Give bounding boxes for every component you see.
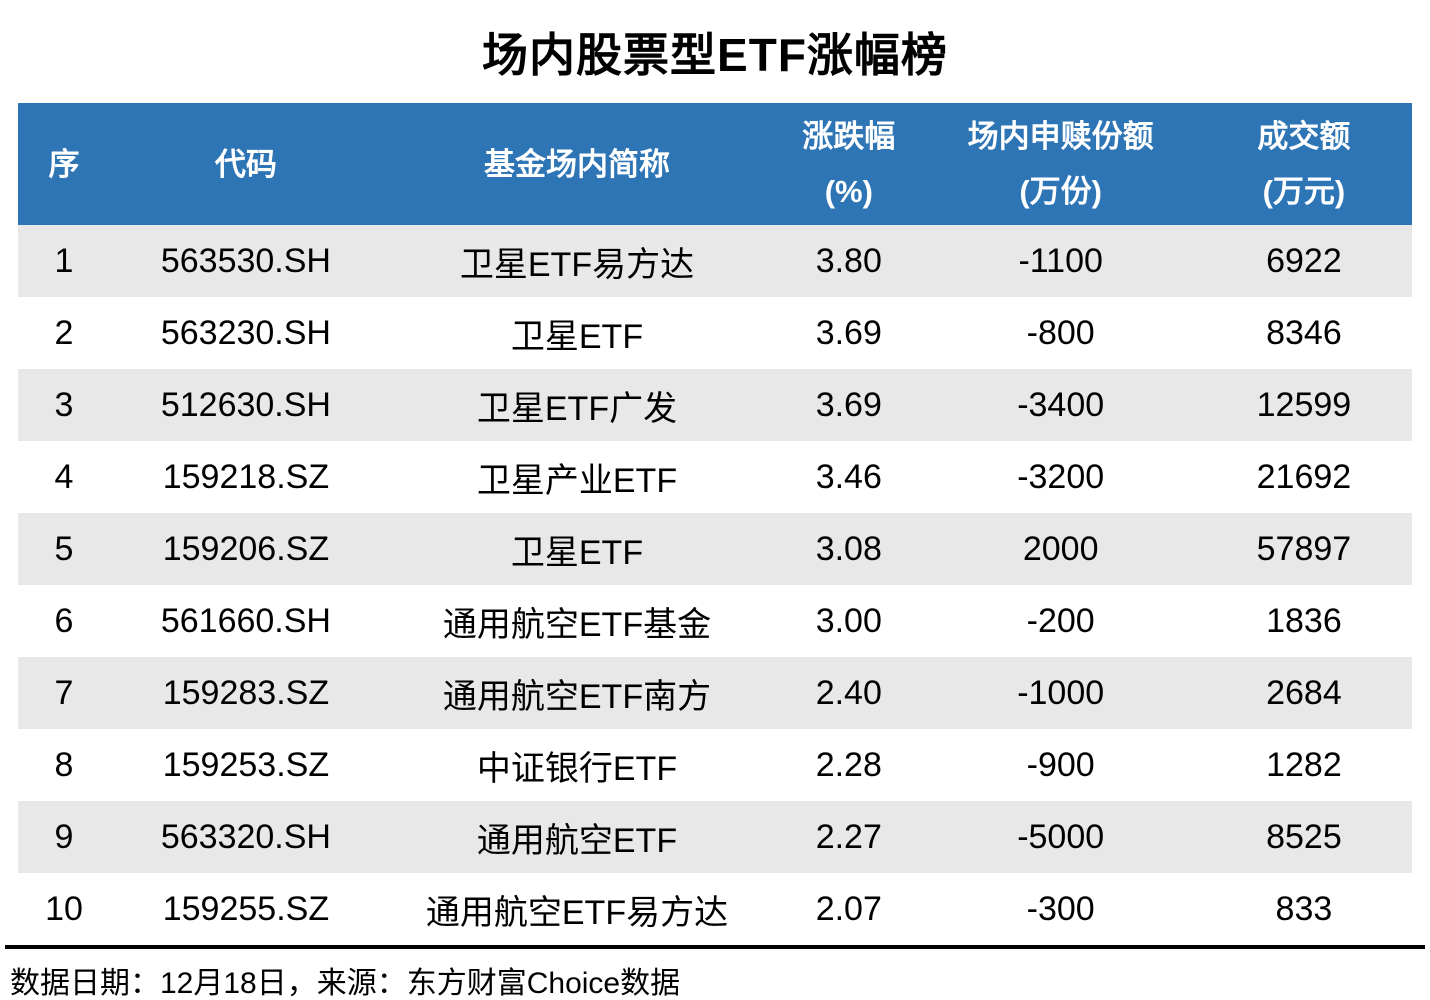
cell-change: 3.00 — [815, 601, 882, 640]
cell-code: 563320.SH — [160, 817, 331, 856]
header-label-code: 代码 — [214, 146, 277, 182]
cell-shares: -800 — [1026, 313, 1095, 352]
cell-change: 3.69 — [815, 313, 882, 352]
cell-turnover: 833 — [1275, 889, 1333, 928]
cell-change: 3.80 — [815, 241, 882, 280]
cell-turnover: 6922 — [1266, 241, 1342, 280]
header-label-name: 基金场内简称 — [483, 146, 670, 182]
cell-name: 卫星ETF — [510, 317, 644, 356]
cell-code: 563230.SH — [160, 313, 331, 352]
table-row: 7 159283.SZ 通用航空ETF南方 2.40 -1000 2684 — [18, 657, 1412, 729]
cell-rank: 4 — [54, 457, 74, 496]
cell-name: 卫星ETF广发 — [476, 389, 678, 428]
cell-shares: -1100 — [1018, 241, 1103, 280]
page-title: 场内股票型ETF涨幅榜 — [482, 28, 948, 81]
header-label-shares: 场内申赎份额 — [967, 119, 1154, 154]
table-row: 10 159255.SZ 通用航空ETF易方达 2.07 -300 833 — [18, 873, 1412, 945]
cell-name: 卫星产业ETF — [476, 461, 678, 500]
header-unit-turnover: (万元) — [1262, 174, 1346, 209]
table-row: 1 563530.SH 卫星ETF易方达 3.80 -1100 6922 — [18, 225, 1412, 297]
table-row: 3 512630.SH 卫星ETF广发 3.69 -3400 12599 — [18, 369, 1412, 441]
table-row: 8 159253.SZ 中证银行ETF 2.28 -900 1282 — [18, 729, 1412, 801]
cell-turnover: 21692 — [1256, 457, 1352, 496]
header-cell-rank: 序 — [18, 103, 110, 225]
cell-change: 2.28 — [815, 745, 882, 784]
table-header-row: 序 代码 基金场内简称 涨跌幅 (%) 场内申赎份额 (万份) 成交额 (万元 — [18, 103, 1412, 225]
table-row: 4 159218.SZ 卫星产业ETF 3.46 -3200 21692 — [18, 441, 1412, 513]
cell-shares: 2000 — [1022, 529, 1099, 568]
cell-name: 通用航空ETF南方 — [442, 677, 712, 716]
cell-shares: -200 — [1026, 601, 1095, 640]
header-cell-change: 涨跌幅 (%) — [772, 103, 925, 225]
cell-turnover: 2684 — [1266, 673, 1342, 712]
cell-shares: -3200 — [1017, 457, 1105, 496]
cell-code: 561660.SH — [160, 601, 331, 640]
table-body: 1 563530.SH 卫星ETF易方达 3.80 -1100 6922 2 5… — [18, 225, 1412, 945]
cell-change: 3.08 — [815, 529, 882, 568]
cell-shares: -300 — [1026, 889, 1095, 928]
cell-code: 159253.SZ — [162, 745, 330, 784]
cell-name: 通用航空ETF易方达 — [425, 893, 729, 932]
cell-code: 159218.SZ — [162, 457, 330, 496]
cell-rank: 6 — [54, 601, 74, 640]
footer-divider: 数据日期：12月18日，来源：东方财富Choice数据 — [5, 945, 1425, 1000]
cell-shares: -5000 — [1017, 817, 1105, 856]
cell-turnover: 12599 — [1256, 385, 1352, 424]
cell-change: 2.40 — [815, 673, 882, 712]
cell-rank: 5 — [54, 529, 74, 568]
cell-shares: -3400 — [1017, 385, 1105, 424]
cell-name: 通用航空ETF基金 — [442, 605, 712, 644]
cell-change: 2.27 — [815, 817, 882, 856]
header-label-rank: 序 — [48, 146, 80, 182]
cell-rank: 7 — [54, 673, 74, 712]
header-cell-shares: 场内申赎份额 (万份) — [925, 103, 1195, 225]
header-label-turnover: 成交额 — [1257, 119, 1351, 154]
cell-code: 159206.SZ — [162, 529, 330, 568]
cell-rank: 3 — [54, 385, 74, 424]
cell-code: 563530.SH — [160, 241, 331, 280]
cell-change: 2.07 — [815, 889, 882, 928]
header-unit-change: (%) — [824, 174, 873, 209]
cell-turnover: 1836 — [1266, 601, 1342, 640]
cell-code: 159283.SZ — [162, 673, 330, 712]
cell-turnover: 57897 — [1256, 529, 1352, 568]
cell-change: 3.46 — [815, 457, 882, 496]
footer-note: 数据日期：12月18日，来源：东方财富Choice数据 — [10, 967, 681, 1000]
table-row: 6 561660.SH 通用航空ETF基金 3.00 -200 1836 — [18, 585, 1412, 657]
header-cell-name: 基金场内简称 — [382, 103, 772, 225]
cell-name: 中证银行ETF — [476, 749, 678, 788]
table-row: 5 159206.SZ 卫星ETF 3.08 2000 57897 — [18, 513, 1412, 585]
cell-rank: 9 — [54, 817, 74, 856]
cell-turnover: 8525 — [1266, 817, 1342, 856]
cell-rank: 1 — [54, 241, 74, 280]
cell-turnover: 1282 — [1266, 745, 1342, 784]
cell-change: 3.69 — [815, 385, 882, 424]
cell-turnover: 8346 — [1266, 313, 1342, 352]
header-label-change: 涨跌幅 — [802, 119, 896, 154]
cell-name: 通用航空ETF — [476, 821, 678, 860]
cell-rank: 8 — [54, 745, 74, 784]
cell-rank: 2 — [54, 313, 74, 352]
cell-rank: 10 — [45, 889, 83, 928]
cell-name: 卫星ETF易方达 — [459, 245, 695, 284]
table-row: 9 563320.SH 通用航空ETF 2.27 -5000 8525 — [18, 801, 1412, 873]
table-row: 2 563230.SH 卫星ETF 3.69 -800 8346 — [18, 297, 1412, 369]
header-cell-code: 代码 — [110, 103, 382, 225]
cell-code: 512630.SH — [160, 385, 331, 424]
cell-shares: -900 — [1026, 745, 1095, 784]
cell-shares: -1000 — [1017, 673, 1105, 712]
header-unit-shares: (万份) — [1019, 174, 1102, 209]
header-cell-turnover: 成交额 (万元) — [1196, 103, 1412, 225]
cell-code: 159255.SZ — [162, 889, 330, 928]
cell-name: 卫星ETF — [510, 533, 644, 572]
etf-table: 序 代码 基金场内简称 涨跌幅 (%) 场内申赎份额 (万份) 成交额 (万元 — [18, 103, 1412, 945]
